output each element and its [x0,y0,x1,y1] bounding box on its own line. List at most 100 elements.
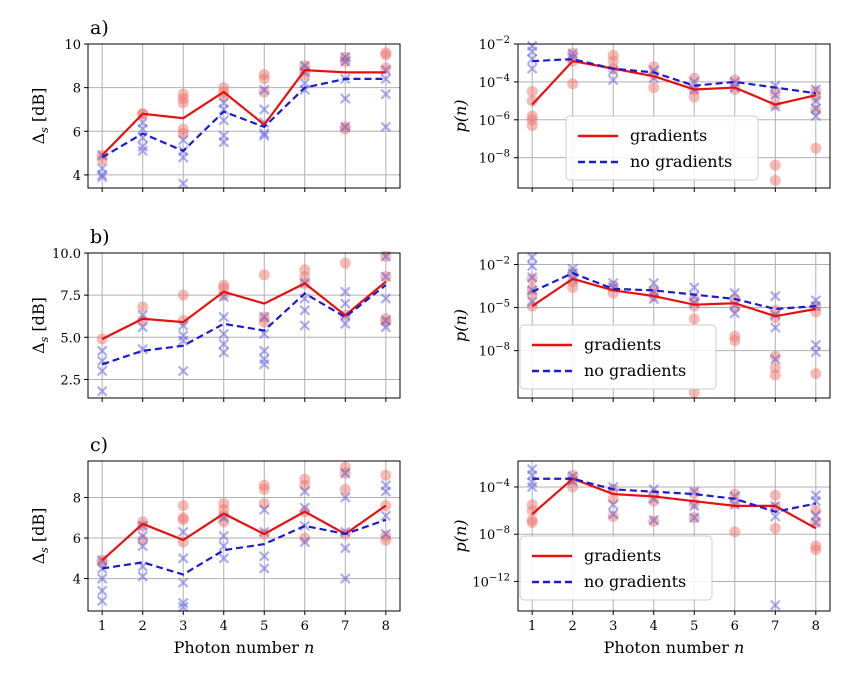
x-tick-label: 2 [569,619,577,634]
scatter-point-gradients [339,123,351,135]
x-tick-label: 2 [139,619,147,634]
scatter-point-no-gradients [340,93,351,104]
panel-label: a) [90,17,109,39]
y-axis-label: Δs [dB] [29,508,51,565]
y-tick-label: 4 [73,169,81,184]
y-tick-label: 10−12 [472,572,510,590]
x-tick-label: 6 [731,619,739,634]
scatter-point-gradients [688,91,700,103]
scatter-point-no-gradients [340,573,351,584]
scatter-point-no-gradients [218,338,230,350]
scatter-point-no-gradients [380,121,392,133]
x-tick-label: 8 [812,619,820,634]
scatter-point-no-gradients [137,141,148,152]
y-axis-label: p(n) [451,309,470,342]
scatter-point-no-gradients [567,263,578,275]
scatter-point-no-gradients [340,286,351,298]
scatter-point-no-gradients [258,550,270,562]
legend-box [519,324,717,390]
scatter-point-no-gradients [218,347,230,358]
scatter-point-no-gradients [729,287,741,299]
scatter-point-no-gradients [380,271,392,282]
scatter-point-no-gradients [526,481,538,493]
scatter-point-no-gradients [526,63,538,74]
scatter-point-no-gradients [380,73,392,85]
x-tick-label: 4 [650,619,658,634]
scatter-point-gradients [299,479,311,491]
scatter-point-no-gradients [340,542,351,554]
scatter-point-no-gradients [770,599,781,611]
scatter-point-no-gradients [810,495,822,507]
x-tick-label: 4 [220,619,228,634]
scatter-point-gradients [258,269,270,281]
scatter-point-no-gradients [770,89,781,101]
y-tick-label: 6 [73,125,81,140]
scatter-point-no-gradients [340,526,351,538]
x-tick-label: 1 [528,619,536,634]
scatter-point-gradients [96,556,108,568]
series-line-no-gradients [102,518,387,576]
scatter-point-no-gradients [380,321,392,333]
y-tick-label: 6 [73,532,81,547]
scatter-point-no-gradients [380,486,392,497]
scatter-point-no-gradients [648,277,660,289]
scatter-point-gradients [769,350,781,362]
x-tick-label: 1 [98,619,106,634]
scatter-point-gradients [380,49,392,61]
scatter-point-gradients [258,483,270,495]
scatter-point-no-gradients [96,385,108,397]
scatter-point-no-gradients [299,84,311,96]
series-line-gradients [101,69,386,157]
scatter-point-no-gradients [258,526,270,538]
scatter-point-no-gradients [177,577,189,588]
y-tick-label: 10−2 [479,255,510,273]
scatter-point-no-gradients [607,74,619,86]
scatter-point-no-gradients [177,178,189,189]
scatter-point-gradients [769,522,781,534]
scatter-point-no-gradients [380,293,392,304]
legend-box [565,115,759,181]
scatter-point-no-gradients [729,299,741,310]
scatter-point-no-gradients [96,171,108,183]
scatter-point-no-gradients [770,290,781,302]
plot-frame [87,252,401,399]
scatter-point-gradients [526,505,538,517]
scatter-point-no-gradients [299,486,311,497]
scatter-point-gradients [729,526,741,538]
scatter-point-gradients [258,86,270,98]
scatter-point-gradients [526,119,538,131]
chart-panel-3: 2.5 5.0 7.5 10.0 Δs [dB] b) [29,226,401,402]
scatter-point-no-gradients [607,481,619,493]
scatter-point-no-gradients [96,169,108,181]
scatter-point-no-gradients [218,115,230,126]
scatter-point-no-gradients [137,571,148,582]
legend-label: no gradients [584,572,686,591]
scatter-point-gradients [177,500,189,512]
series-line-no-gradients [101,284,387,366]
y-tick-label: 2.5 [60,373,81,388]
plot-frame [517,460,831,612]
scatter-point-no-gradients [96,573,108,584]
scatter-point-gradients [810,368,822,380]
legend-label: gradients [584,546,661,565]
y-tick-label: 10.0 [52,247,81,262]
legend-box [519,535,713,601]
scatter-point-gradients [810,142,822,154]
scatter-point-gradients [688,386,700,398]
scatter-point-no-gradients [258,128,270,139]
scatter-point-gradients [526,95,538,107]
x-axis-label: Photon number n [604,638,745,657]
panel-label: c) [90,434,108,456]
scatter-point-no-gradients [177,526,189,538]
scatter-point-gradients [810,306,822,318]
y-tick-label: 7.5 [60,289,81,304]
scatter-point-no-gradients [218,311,230,323]
scatter-point-no-gradients [567,48,578,59]
scatter-point-no-gradients [96,345,108,357]
x-tick-label: 7 [771,619,779,634]
scatter-point-no-gradients [340,318,351,330]
y-tick-label: 10 [64,38,81,53]
scatter-point-gradients [567,78,579,90]
y-tick-label: 10−4 [479,73,510,91]
scatter-point-gradients [769,159,781,171]
